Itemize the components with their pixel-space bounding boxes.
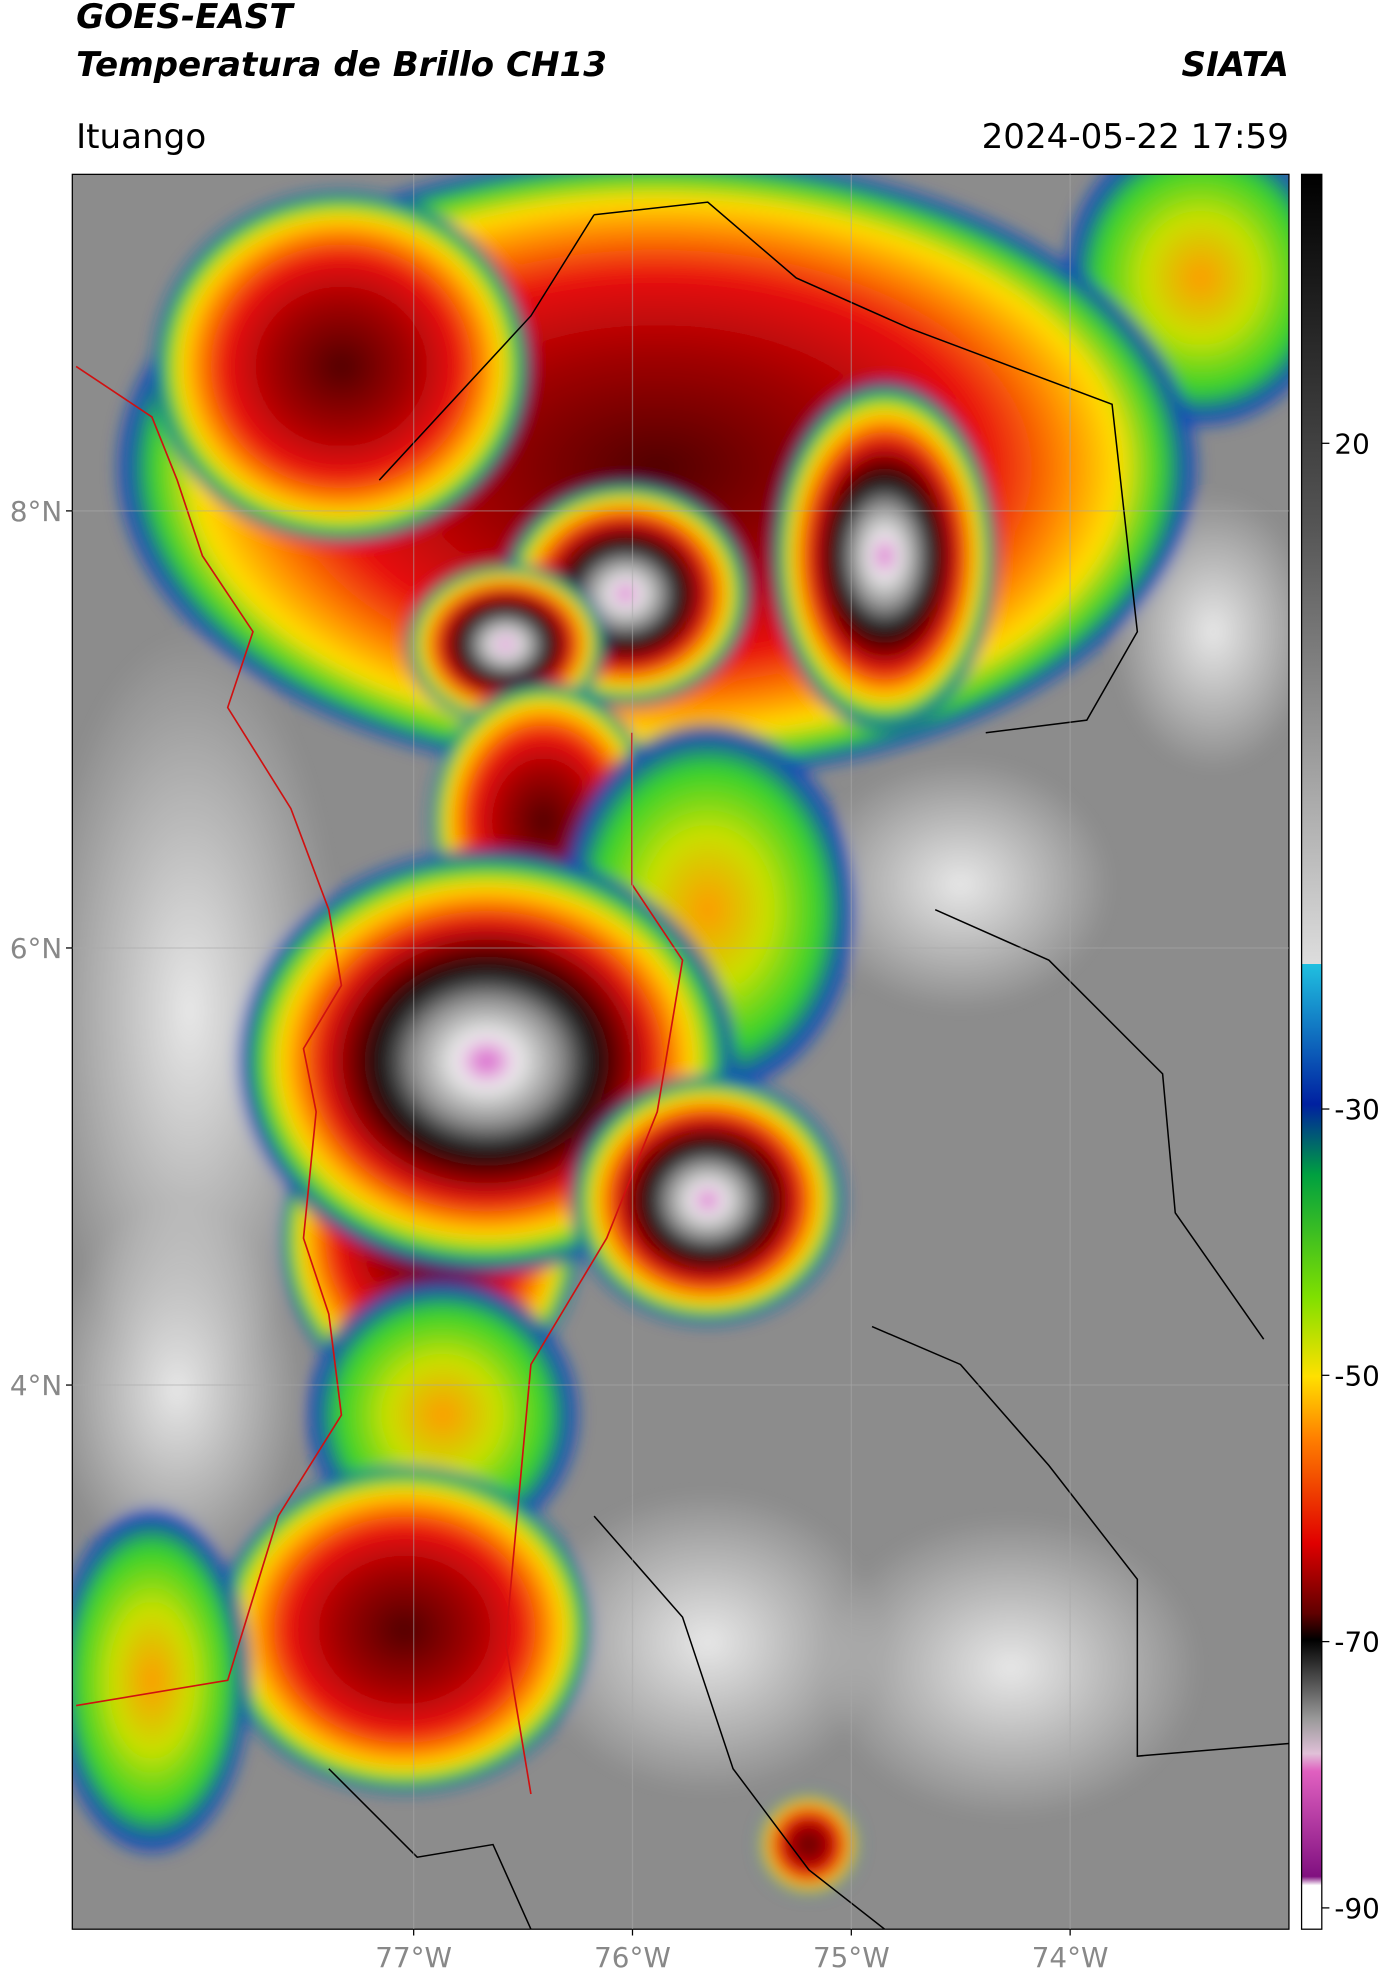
lon-tick-label: 77°W: [375, 1941, 452, 1974]
lon-tick-label: 75°W: [813, 1941, 890, 1974]
agency: SIATA: [1182, 45, 1289, 85]
title: GOES-EAST: [76, 0, 295, 37]
lat-tick-label: 8°N: [10, 495, 62, 528]
lat-tick-label: 4°N: [10, 1369, 62, 1402]
map-frame: [71, 173, 1290, 1930]
timestamp: 2024-05-22 17:59: [982, 117, 1289, 157]
lon-tick-label: 76°W: [594, 1941, 671, 1974]
colorbar-tick-label: -30: [1334, 1093, 1379, 1126]
lon-tick-label: 74°W: [1032, 1941, 1109, 1974]
location: Ituango: [76, 117, 206, 157]
subtitle: Temperatura de Brillo CH13: [76, 45, 607, 85]
colorbar-tick-label: 20: [1334, 427, 1369, 460]
colorbar-tick-label: -90: [1334, 1892, 1379, 1925]
colorbar-tick-label: -70: [1334, 1626, 1379, 1659]
satellite-image: [72, 174, 1289, 1930]
lat-tick-label: 6°N: [10, 932, 62, 965]
colorbar-tick-label: -50: [1334, 1359, 1379, 1392]
colorbar: [1300, 173, 1323, 1930]
